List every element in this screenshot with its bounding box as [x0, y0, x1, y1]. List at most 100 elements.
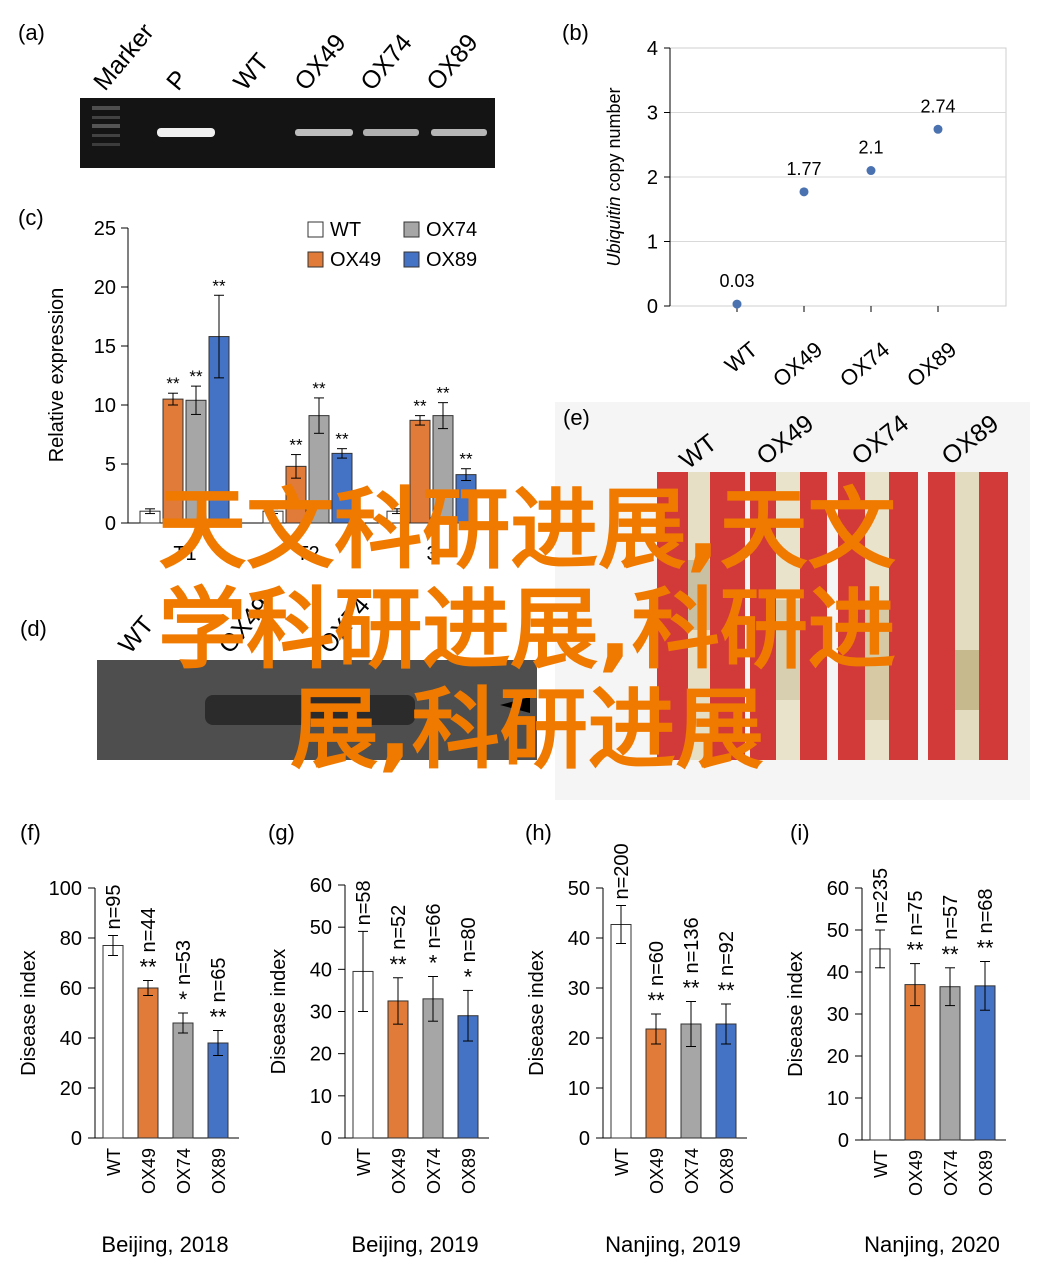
- panel-g-y-tick-label: 60: [310, 875, 332, 897]
- panel-c-legend-swatch-ox49: [307, 251, 324, 268]
- panel-f-y-tick-label: 0: [71, 1128, 82, 1150]
- panel-h-x-label-ox89: OX89: [717, 1148, 737, 1194]
- panel-i-y-tick-label: 30: [827, 1004, 849, 1026]
- gel-a-band-ox89: [431, 129, 487, 136]
- panel-g-y-tick-label: 20: [310, 1044, 332, 1066]
- panel-c-significance: **: [312, 379, 326, 398]
- panel-g-y-tick-label: 30: [310, 1002, 332, 1024]
- panel-h-y-tick-label: 30: [568, 978, 590, 1000]
- panel-g-n-label: n=66: [423, 903, 445, 948]
- panel-c-y-tick-label: 10: [94, 395, 116, 417]
- panel-c-legend-label-wt: WT: [330, 219, 361, 241]
- panel-h-y-tick-label: 40: [568, 928, 590, 950]
- gel-a-lane-wt: WT: [228, 48, 274, 96]
- panel-i-bar-wt: [869, 948, 891, 1141]
- panel-i-y-tick-label: 50: [827, 920, 849, 942]
- panel-g-significance: *: [429, 951, 438, 976]
- panel-b-data-label: 1.77: [786, 159, 821, 179]
- panel-c-x-label: T2: [296, 543, 319, 565]
- panel-b-point-ox49: [799, 187, 809, 197]
- panel-h-significance: **: [647, 988, 665, 1013]
- panel-h-n-label: n=136: [681, 917, 703, 973]
- panel-a-letter: (a): [18, 20, 45, 45]
- gel-a-lane-marker: Marker: [88, 18, 159, 96]
- gel-a-lane-ox89: OX89: [421, 29, 484, 96]
- panel-b-y-tick-label: 4: [647, 38, 658, 60]
- gel-a-band-ox49: [295, 129, 353, 136]
- panel-i-n-label: n=75: [905, 891, 927, 936]
- stem-shapes: [688, 472, 979, 760]
- panel-f-significance: *: [179, 987, 188, 1012]
- panel-f-x-label-wt: WT: [104, 1148, 124, 1176]
- panel-b-data-label: 2.74: [920, 96, 955, 116]
- panel-b-y-tick-label: 2: [647, 167, 658, 189]
- panel-f-title: Beijing, 2018: [101, 1232, 228, 1257]
- panel-c-significance: **: [189, 367, 203, 386]
- panel-h-title: Nanjing, 2019: [605, 1232, 741, 1257]
- panel-g-title: Beijing, 2019: [351, 1232, 478, 1257]
- panel-b-letter: (b): [562, 20, 589, 45]
- panel-f-x-label-ox49: OX49: [139, 1148, 159, 1194]
- panel-c-significance: **: [459, 450, 473, 469]
- panel-b-x-label-ox49: OX49: [768, 337, 827, 392]
- panel-i-letter: (i): [790, 820, 810, 845]
- panel-h-significance: **: [717, 978, 735, 1003]
- panel-c-legend-swatch-ox74: [403, 221, 420, 238]
- panel-b-x-label-ox89: OX89: [902, 337, 961, 392]
- panel-i-y-tick-label: 10: [827, 1088, 849, 1110]
- panel-f-ylabel: Disease index: [18, 950, 40, 1076]
- panel-h-n-label: n=200: [611, 843, 633, 899]
- panel-h-bar-wt: [610, 924, 632, 1139]
- panel-f-n-label: n=44: [138, 907, 160, 952]
- panel-i-y-tick-label: 20: [827, 1046, 849, 1068]
- panel-g-n-label: n=80: [458, 917, 480, 962]
- panel-h-x-label-ox49: OX49: [647, 1148, 667, 1194]
- panel-i-bar-ox49: [904, 984, 926, 1141]
- panel-c-bar-ox74: [432, 415, 454, 524]
- panel-i-y-tick-label: 60: [827, 878, 849, 900]
- panel-i-n-label: n=57: [940, 895, 962, 940]
- panel-h-n-label: n=92: [716, 931, 738, 976]
- panel-h-x-label-ox74: OX74: [682, 1148, 702, 1194]
- panel-c-significance: **: [289, 436, 303, 455]
- panel-g-n-label: n=58: [353, 880, 375, 925]
- panel-c-significance: **: [212, 276, 226, 295]
- panel-c-x-label: 3: [426, 543, 437, 565]
- gel-a-lane-ox74: OX74: [355, 29, 418, 96]
- panel-h-letter: (h): [525, 820, 552, 845]
- panel-h-y-tick-label: 10: [568, 1078, 590, 1100]
- panel-f-bar-ox49: [137, 987, 159, 1139]
- panel-b-data-label: 0.03: [719, 271, 754, 291]
- panel-i-n-label: n=68: [975, 888, 997, 933]
- panel-g-letter: (g): [268, 820, 295, 845]
- panel-g-significance: **: [389, 952, 407, 977]
- panel-h-x-label-wt: WT: [612, 1148, 632, 1176]
- panel-i-x-label-ox49: OX49: [906, 1150, 926, 1196]
- panel-h-significance: **: [682, 976, 700, 1001]
- panel-c-y-tick-label: 5: [105, 454, 116, 476]
- panel-g-x-label-ox89: OX89: [459, 1148, 479, 1194]
- panel-f-x-label-ox89: OX89: [209, 1148, 229, 1194]
- panel-c-legend-label-ox89: OX89: [426, 249, 477, 271]
- panel-c-ylabel: Relative expression: [46, 288, 68, 463]
- panel-c-legend-label-ox49: OX49: [330, 249, 381, 271]
- panel-e-letter: (e): [563, 405, 590, 430]
- panel-g-y-tick-label: 40: [310, 959, 332, 981]
- panel-g-y-tick-label: 0: [321, 1128, 332, 1150]
- panel-f-n-label: n=53: [173, 940, 195, 985]
- gel-d-lane-ox49: OX49: [213, 592, 276, 659]
- panel-h-y-tick-label: 0: [579, 1128, 590, 1150]
- panel-c-significance: **: [436, 384, 450, 403]
- panel-h-n-label: n=60: [646, 941, 668, 986]
- panel-f-y-tick-label: 100: [49, 878, 82, 900]
- panel-f-significance: **: [209, 1005, 227, 1030]
- panel-b-y-tick-label: 0: [647, 296, 658, 318]
- panel-c-significance: **: [413, 397, 427, 416]
- gel-d-band: [205, 695, 415, 725]
- panel-i-x-label-ox89: OX89: [976, 1150, 996, 1196]
- panel-c-bar-ox74: [185, 399, 207, 524]
- panel-g-x-label-ox49: OX49: [389, 1148, 409, 1194]
- panel-b-y-tick-label: 1: [647, 232, 658, 254]
- panel-f-bar-wt: [102, 945, 124, 1139]
- panel-g-x-label-ox74: OX74: [424, 1148, 444, 1194]
